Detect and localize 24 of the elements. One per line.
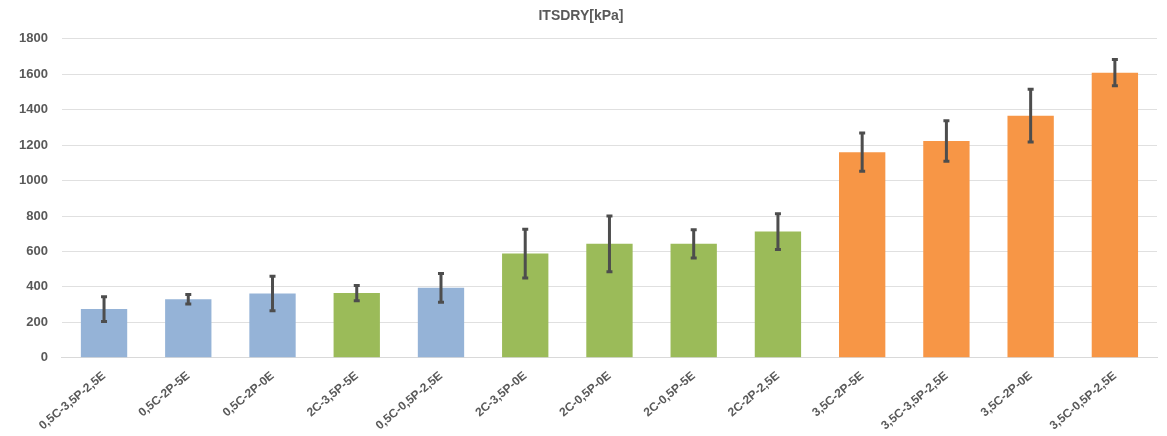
bar [586,243,633,358]
bar [165,299,212,358]
bar [670,243,717,358]
bar [923,141,970,358]
y-tick-label: 1400 [19,101,48,117]
y-tick-label: 400 [26,278,48,294]
bar [754,231,802,358]
y-tick-label: 1200 [19,136,48,152]
bar [249,293,296,358]
y-tick-label: 600 [26,243,48,259]
bar [1007,115,1054,358]
y-tick-label: 1600 [19,65,48,81]
bar [417,287,465,358]
bar [839,152,886,358]
y-tick-label: 0 [40,349,48,365]
bar [502,253,549,358]
chart-title: ITSDRY[kPa] [538,7,624,24]
bar [1091,72,1139,358]
y-tick-label: 1000 [19,172,48,188]
bar [80,309,128,358]
y-tick-label: 1800 [19,30,48,46]
bar [333,293,380,358]
y-tick-label: 200 [26,313,48,329]
y-tick-label: 800 [26,207,48,223]
